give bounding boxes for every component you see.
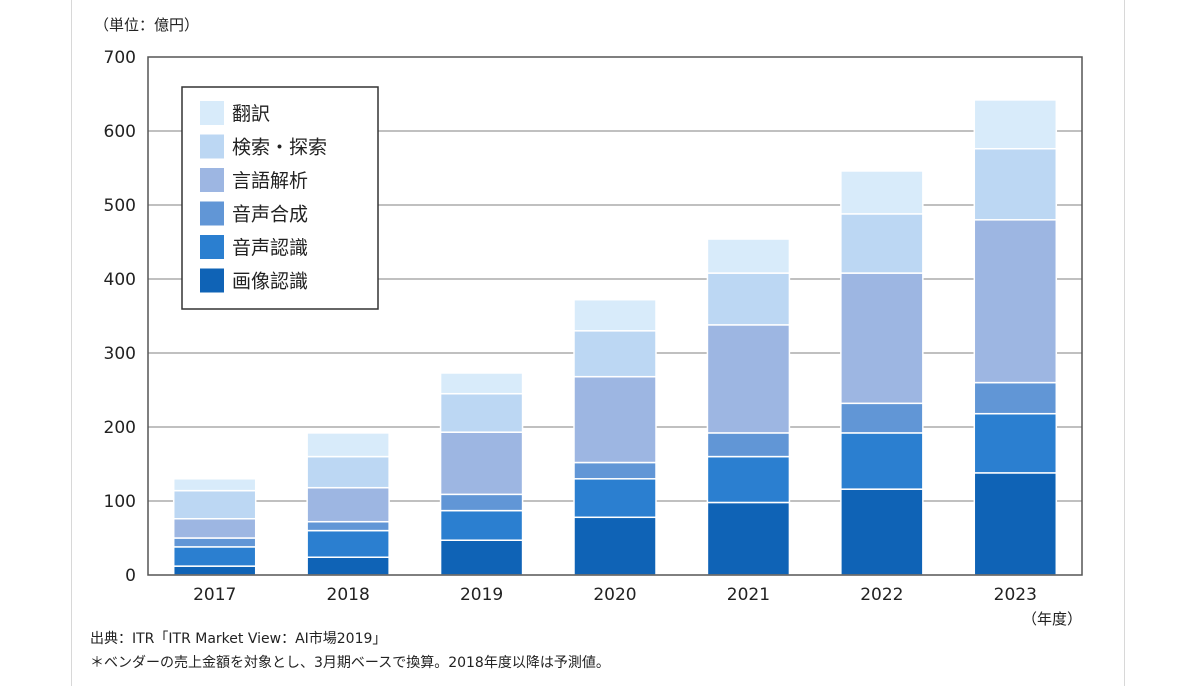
x-tick-label: 2021: [727, 585, 770, 605]
bar-segment: [573, 298, 657, 332]
legend-label: 翻訳: [232, 103, 270, 125]
bar-segment: [973, 381, 1058, 415]
y-tick-label: 0: [125, 566, 136, 586]
legend-swatch: [200, 101, 224, 125]
source-note: 出典：ITR「ITR Market View：AI市場2019」: [90, 631, 387, 647]
bar-segment: [840, 488, 924, 576]
bar-segment: [439, 431, 524, 496]
bar-segment: [706, 455, 791, 504]
y-tick-label: 100: [104, 492, 136, 512]
bar-segment: [573, 516, 657, 576]
legend-swatch: [200, 235, 224, 259]
bars: [172, 99, 1058, 576]
y-tick-label: 600: [104, 122, 136, 142]
bar-segment: [706, 432, 791, 458]
bar-segment: [306, 486, 390, 523]
bar-segment: [573, 461, 657, 480]
y-tick-label: 400: [104, 270, 136, 290]
bar-segment: [172, 537, 257, 548]
figure-frame: [71, 0, 1125, 686]
bar-segment: [706, 238, 791, 274]
bar-segment: [172, 518, 257, 539]
y-tick-label: 300: [104, 344, 136, 364]
bar-segment: [573, 478, 657, 519]
unit-label: （単位：億円）: [94, 16, 199, 34]
x-tick-label: 2022: [860, 585, 903, 605]
x-unit-label: （年度）: [1022, 610, 1082, 628]
bar-segment: [840, 213, 924, 274]
bar-segment: [172, 546, 257, 567]
footnote: ＊ベンダーの売上金額を対象とし、3月期ベースで換算。2018年度以降は予測値。: [90, 655, 610, 671]
legend-swatch: [200, 168, 224, 192]
bar-segment: [840, 272, 924, 405]
bar-segment: [306, 556, 390, 576]
bar-segment: [973, 99, 1058, 150]
legend-swatch: [200, 201, 224, 226]
legend-label: 音声合成: [232, 204, 308, 226]
legend-label: 検索・探索: [232, 137, 327, 159]
bar-segment: [172, 478, 257, 492]
bar-segment: [573, 330, 657, 378]
bar-segment: [973, 148, 1058, 221]
y-tick-label: 500: [104, 196, 136, 216]
y-tick-label: 200: [104, 418, 136, 438]
x-tick-label: 2023: [994, 585, 1037, 605]
bar-segment: [706, 324, 791, 434]
bar-segment: [306, 520, 390, 532]
bar-segment: [439, 372, 524, 395]
bar-segment: [973, 219, 1058, 384]
bar-segment: [840, 170, 924, 215]
bar-segment: [840, 432, 924, 490]
y-axis-ticks: 0 100 200 300 400 500 600 700: [104, 48, 136, 586]
bar-segment: [973, 472, 1058, 576]
plot-border: [147, 56, 1083, 576]
bar-segment: [439, 539, 524, 576]
bar-segment: [172, 489, 257, 520]
bar-segment: [573, 375, 657, 464]
legend-label: 画像認識: [232, 271, 308, 293]
legend-swatch: [200, 134, 224, 159]
legend-label: 言語解析: [232, 170, 308, 192]
bar-segment: [706, 272, 791, 326]
bar-segment: [439, 509, 524, 541]
x-tick-label: 2017: [193, 585, 236, 605]
legend-label: 音声認識: [232, 237, 308, 259]
bar-segment: [172, 565, 257, 576]
y-tick-label: 700: [104, 48, 136, 68]
bar-segment: [306, 529, 390, 558]
bar-segment: [306, 455, 390, 489]
bar-segment: [973, 412, 1058, 474]
bar-segment: [840, 402, 924, 434]
bar-segment: [706, 501, 791, 576]
x-axis-ticks: 2017 2018 2019 2020 2021 2022 2023: [193, 585, 1037, 605]
bar-segment: [306, 432, 390, 458]
x-tick-label: 2018: [327, 585, 370, 605]
x-tick-label: 2019: [460, 585, 503, 605]
x-tick-label: 2020: [593, 585, 636, 605]
bar-segment: [439, 392, 524, 433]
legend-swatch: [200, 268, 224, 293]
bar-segment: [439, 493, 524, 512]
